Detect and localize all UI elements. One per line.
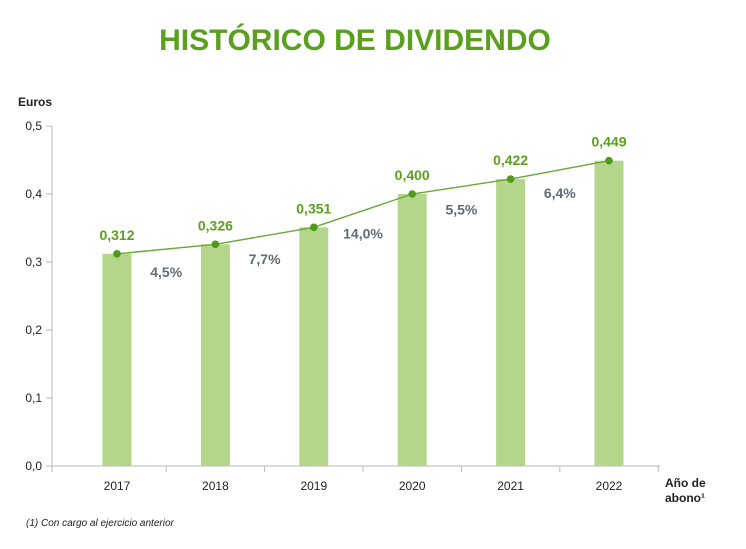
bar-2018 <box>200 244 230 466</box>
growth-label: 4,5% <box>150 264 182 280</box>
trend-marker-2021 <box>506 175 515 183</box>
x-tick-label: 2021 <box>497 479 524 493</box>
labels: 0,312 0,326 0,351 0,400 0,422 0,449 4,5% 7,7% 14… <box>99 134 626 280</box>
x-tick-label: 2018 <box>202 479 229 493</box>
bar-2017 <box>102 253 132 466</box>
y-axis: 0,0 0,1 0,2 0,3 0,4 0,5 <box>25 119 53 473</box>
y-tick-label: 0,3 <box>25 255 42 269</box>
growth-label: 14,0% <box>343 226 383 242</box>
y-tick-label: 0,1 <box>25 391 42 405</box>
x-tick-label: 2019 <box>300 479 327 493</box>
bars <box>102 160 624 467</box>
trend-marker-2019 <box>310 223 318 232</box>
value-label-2021: 0,422 <box>493 152 528 168</box>
x-axis-label-line2: abono¹ <box>665 491 705 505</box>
bar-2022 <box>594 160 624 466</box>
y-axis-label: Euros <box>18 95 52 109</box>
trend-line <box>116 159 610 255</box>
trend-marker-2018 <box>211 240 220 249</box>
bar-2019 <box>299 227 329 466</box>
value-label-2019: 0,351 <box>296 200 331 216</box>
growth-label: 6,4% <box>544 185 576 201</box>
x-axis: 2017 2018 2019 2020 2021 2022 <box>51 465 660 493</box>
x-axis-label-line1: Año de <box>665 476 706 490</box>
trend-marker-2020 <box>408 190 417 198</box>
x-tick-label: 2020 <box>399 479 426 493</box>
growth-label: 5,5% <box>445 202 477 218</box>
value-label-2017: 0,312 <box>99 227 134 243</box>
x-tick-label: 2017 <box>104 479 131 493</box>
trend-marker-2017 <box>113 250 121 258</box>
trend-marker-2022 <box>605 156 613 165</box>
y-tick-label: 0,4 <box>25 187 42 201</box>
chart-title: HISTÓRICO DE DIVIDENDO <box>159 23 551 57</box>
y-tick-label: 0,0 <box>25 459 42 473</box>
x-tick-label: 2022 <box>596 479 623 493</box>
value-label-2018: 0,326 <box>198 217 233 233</box>
value-label-2022: 0,449 <box>591 134 626 150</box>
value-label-2020: 0,400 <box>395 167 430 183</box>
footnote: (1) Con cargo al ejercicio anterior <box>26 518 175 529</box>
bar-2021 <box>496 179 526 467</box>
y-tick-label: 0,2 <box>25 323 42 337</box>
growth-label: 7,7% <box>249 251 281 267</box>
y-tick-label: 0,5 <box>25 119 42 133</box>
trend-line-layer <box>113 156 613 258</box>
bar-2020 <box>397 194 427 466</box>
